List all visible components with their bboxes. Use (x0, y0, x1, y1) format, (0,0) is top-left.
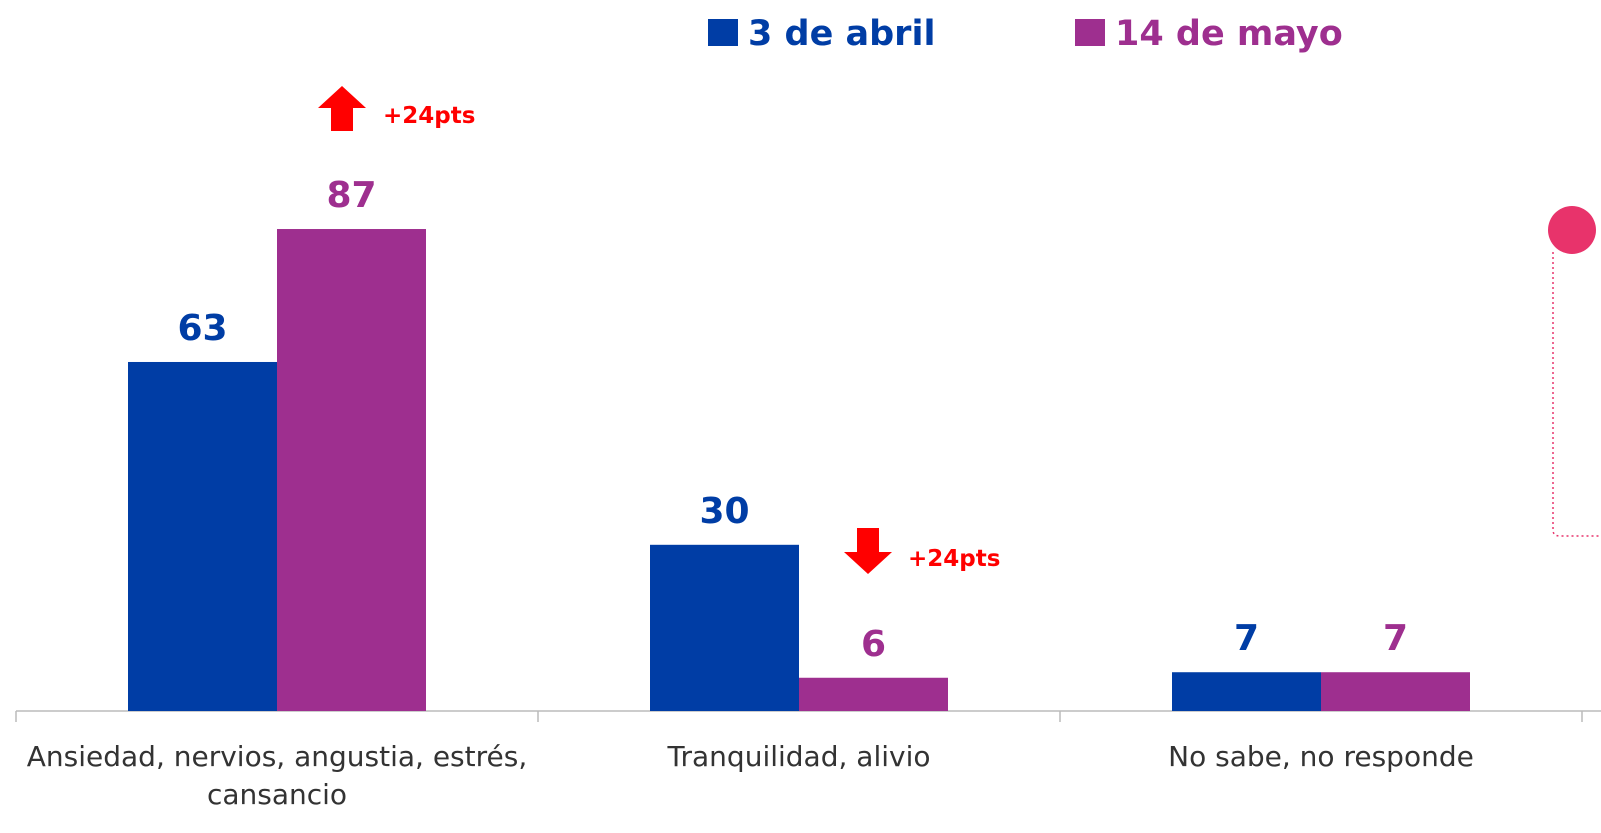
value-label: 6 (861, 624, 886, 665)
bar (128, 361, 277, 711)
annotation-arrow (844, 528, 892, 574)
bar (1172, 672, 1321, 711)
bar (799, 677, 948, 711)
x-tick-label: Tranquilidad, alivio (667, 740, 931, 773)
value-label: 87 (326, 175, 376, 216)
annotation: +24pts (908, 546, 1000, 572)
x-tick-label: Ansiedad, nervios, angustia, estrés, can… (26, 740, 528, 811)
value-label: 7 (1234, 618, 1259, 659)
x-tick-label: No sabe, no responde (1168, 740, 1474, 773)
value-label: 63 (177, 308, 227, 349)
value-label: 7 (1383, 618, 1408, 659)
annotation: +24pts (383, 103, 475, 129)
legend-label: 3 de abril (748, 14, 935, 54)
decoration (1552, 252, 1601, 537)
bar (277, 229, 426, 711)
decoration (1548, 206, 1596, 254)
bar (650, 544, 799, 711)
legend-label: 14 de mayo (1115, 14, 1343, 54)
legend-swatch (1075, 19, 1105, 46)
value-label: 30 (699, 491, 749, 532)
legend-swatch (708, 19, 738, 46)
bar (1321, 672, 1470, 711)
annotation-arrow (318, 86, 366, 131)
